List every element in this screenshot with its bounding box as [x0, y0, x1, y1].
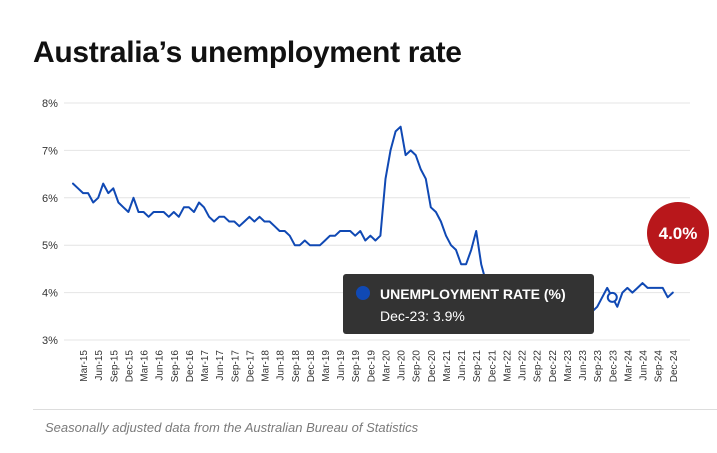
badge-circle: [647, 202, 709, 264]
x-tick-label: Mar-21: [442, 350, 453, 382]
x-tick-label: Dec-19: [366, 350, 377, 383]
x-tick-label: Jun-18: [276, 350, 287, 381]
badge-value: 4.0%: [659, 224, 698, 243]
x-tick-label: Sep-16: [170, 350, 181, 383]
x-tick-label: Dec-16: [185, 350, 196, 383]
tooltip-series-marker: [356, 286, 370, 300]
x-tick-label: Sep-23: [593, 350, 604, 383]
x-tick-label: Mar-18: [261, 350, 272, 382]
y-axis-ticks: 3% 4% 5% 6% 7% 8%: [42, 98, 58, 347]
x-tick-label: Jun-16: [155, 350, 166, 381]
x-tick-label: Jun-19: [336, 350, 347, 381]
x-tick-label: Dec-22: [548, 350, 559, 383]
x-tick-label: Jun-15: [94, 350, 105, 381]
x-tick-label: Dec-20: [427, 350, 438, 383]
latest-value-badge: 4.0%: [647, 202, 709, 264]
highlight-point[interactable]: [606, 291, 618, 303]
x-tick-label: Jun-24: [639, 350, 650, 381]
x-tick-label: Jun-20: [397, 350, 408, 381]
y-tick-label: 5%: [42, 240, 58, 252]
tooltip-background: [343, 274, 594, 334]
x-tick-label: Mar-24: [623, 350, 634, 382]
x-tick-label: Mar-15: [79, 350, 90, 382]
tooltip-value: Dec-23: 3.9%: [380, 308, 465, 324]
x-tick-label: Mar-20: [381, 350, 392, 382]
x-axis-ticks: Mar-15 Jun-15 Sep-15 Dec-15 Mar-16 Jun-16 Sep-…: [79, 350, 680, 383]
unemployment-chart: 3%4%5%6%7%8% Mar-15 Jun-15 Sep-15 Dec-15 Mar…: [42, 98, 709, 383]
x-tick-label: Mar-16: [140, 350, 151, 382]
x-tick-label: Jun-22: [518, 350, 529, 381]
x-tick-label: Mar-17: [200, 350, 211, 382]
x-tick-label: Dec-18: [306, 350, 317, 383]
x-tick-label: Dec-15: [124, 350, 135, 383]
page-title: Australia’s unemployment rate: [33, 36, 462, 69]
y-tick-label: 6%: [42, 193, 58, 205]
x-tick-label: Sep-20: [412, 350, 423, 383]
y-tick-label: 7%: [42, 145, 58, 157]
x-tick-label: Sep-19: [351, 350, 362, 383]
x-tick-label: Mar-23: [563, 350, 574, 382]
footer-divider: [33, 409, 717, 410]
source-note: Seasonally adjusted data from the Austra…: [45, 420, 419, 435]
x-tick-label: Mar-22: [502, 350, 513, 382]
x-tick-label: Sep-15: [109, 350, 120, 383]
y-tick-label: 8%: [42, 98, 58, 110]
x-tick-label: Sep-17: [230, 350, 241, 383]
x-tick-label: Jun-21: [457, 350, 468, 381]
x-tick-label: Mar-19: [321, 350, 332, 382]
x-tick-label: Sep-22: [533, 350, 544, 383]
y-tick-label: 4%: [42, 288, 58, 300]
x-tick-label: Jun-23: [578, 350, 589, 381]
x-tick-label: Dec-24: [669, 350, 680, 383]
x-tick-label: Sep-24: [654, 350, 665, 383]
x-tick-label: Dec-17: [245, 350, 256, 383]
x-tick-label: Sep-21: [472, 350, 483, 383]
x-tick-label: Jun-17: [215, 350, 226, 381]
tooltip: UNEMPLOYMENT RATE (%) Dec-23: 3.9%: [343, 274, 594, 334]
x-tick-label: Sep-18: [291, 350, 302, 383]
tooltip-title: UNEMPLOYMENT RATE (%): [380, 286, 566, 302]
y-tick-label: 3%: [42, 335, 58, 347]
x-tick-label: Dec-21: [487, 350, 498, 383]
x-tick-label: Dec-23: [608, 350, 619, 383]
